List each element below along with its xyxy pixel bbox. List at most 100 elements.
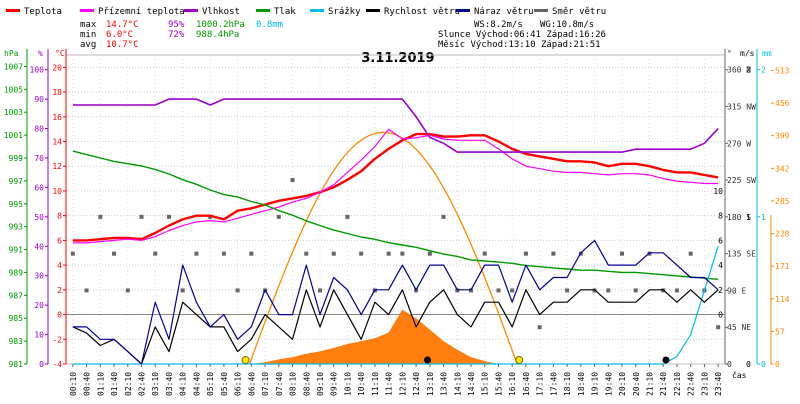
stat-max-hum: 95% xyxy=(168,20,185,30)
legend-swatch-vlhkost xyxy=(184,9,198,12)
axis-celsius-tick-label: 18 xyxy=(52,88,62,97)
wind-direction-point xyxy=(537,325,542,330)
legend-label-prizemni-teplota: Přízemní teplota xyxy=(98,7,185,17)
x-tick-label: 10:40 xyxy=(357,372,366,396)
legend-item-tlak: Tlak xyxy=(256,7,296,17)
wind-direction-point xyxy=(290,178,295,183)
axis-celsius-tick-label: 20 xyxy=(52,63,62,72)
axis-direction-tick-label: 270 W xyxy=(727,139,751,148)
wind-direction-point xyxy=(345,214,350,219)
axis-wind-tick-label: 4 xyxy=(718,261,723,270)
axis-unit-celsius: °C xyxy=(55,49,65,58)
x-tick-label: 23:40 xyxy=(714,372,723,396)
wind-direction-point xyxy=(716,325,721,330)
wind-direction-point xyxy=(139,214,144,219)
legend-item-srazky: Srážky xyxy=(310,7,361,17)
axis-celsius-tick-label: 0 xyxy=(57,311,62,320)
x-tick-label: 21:10 xyxy=(645,372,654,396)
axis-hpa-tick-label: 1007 xyxy=(4,62,23,71)
x-tick-label: 14:40 xyxy=(467,372,476,396)
series-line-teplota xyxy=(72,132,719,242)
axis-rain-tick-label: 1 xyxy=(761,213,766,222)
wind-direction-point xyxy=(496,288,501,293)
x-tick-label: 11:10 xyxy=(371,372,380,396)
chart-title: 3.11.2019 xyxy=(361,51,434,66)
wind-direction-point xyxy=(84,288,89,293)
stats-block: max 14.7°C 95% 1000.2hPa 0.8mm min 6.0°C… xyxy=(80,20,606,50)
axis-rain-tick-label: 0 xyxy=(761,360,766,369)
x-tick-label: 09:10 xyxy=(316,372,325,396)
x-tick-label: 04:10 xyxy=(179,372,188,396)
x-tick-label: 05:40 xyxy=(220,372,229,396)
legend-swatch-prizemni-teplota xyxy=(80,9,94,12)
stat-wg: WG:10.8m/s xyxy=(540,20,594,30)
axis-hpa-tick-label: 997 xyxy=(9,177,24,186)
wind-direction-point xyxy=(180,288,185,293)
wind-direction-point xyxy=(359,251,364,256)
wind-direction-point xyxy=(386,251,391,256)
wind-direction-point xyxy=(400,251,405,256)
stat-max-temp: 14.7°C xyxy=(106,20,139,30)
legend: Teplota Přízemní teplota Vlhkost Tlak Sr… xyxy=(6,7,606,17)
legend-swatch-teplota xyxy=(6,9,20,12)
axis-solar-tick-label: 114 xyxy=(775,295,790,304)
axis-wind-tick-label: 6 xyxy=(718,236,723,245)
x-tick-label: 15:40 xyxy=(494,372,503,396)
stat-sun: Slunce Východ:06:41 Západ:16:26 xyxy=(438,30,606,40)
series-line-naraz-vetru xyxy=(72,239,719,365)
legend-swatch-tlak xyxy=(256,9,270,12)
wind-direction-point xyxy=(606,288,611,293)
axis-percent-tick-label: 80 xyxy=(34,125,44,134)
legend-label-vlhkost: Vlhkost xyxy=(202,7,240,17)
legend-label-naraz-vetru: Náraz větru xyxy=(474,7,534,17)
legend-swatch-smer-vetru xyxy=(534,9,548,12)
axis-percent-tick-label: 30 xyxy=(34,272,44,281)
x-tick-label: 02:10 xyxy=(124,372,133,396)
axis-wind-tick-label: 8 xyxy=(718,212,723,221)
axis-unit-wind: m/s xyxy=(740,49,755,58)
wind-direction-point xyxy=(414,288,419,293)
x-tick-label: 06:40 xyxy=(247,372,256,396)
x-tick-label: 20:40 xyxy=(632,372,641,396)
series-line-tlak xyxy=(72,150,719,280)
legend-swatch-srazky xyxy=(310,9,324,12)
x-tick-label: 14:10 xyxy=(453,372,462,396)
sunset-marker xyxy=(515,356,524,364)
x-tick-label: 13:40 xyxy=(440,372,449,396)
axis-unit-rain: mm xyxy=(762,49,772,58)
axis-percent-tick-label: 50 xyxy=(34,213,44,222)
axis-solar-tick-label: 171 xyxy=(775,262,790,271)
x-tick-label: 16:10 xyxy=(508,372,517,396)
x-tick-label: 04:40 xyxy=(192,372,201,396)
axis-wind-right-tick-label: 1 xyxy=(746,213,751,222)
x-tick-label: 19:40 xyxy=(604,372,613,396)
axis-celsius-tick-label: 8 xyxy=(57,212,62,221)
x-tick-label: 17:40 xyxy=(549,372,558,396)
stat-min-temp: 6.0°C xyxy=(106,30,133,40)
axis-percent-tick-label: 100 xyxy=(30,66,45,75)
legend-label-rychlost-vetru: Rychlost větru xyxy=(384,7,460,17)
axes: 9819839859879899919939959979991001100310… xyxy=(4,49,790,369)
x-tick-label: 08:10 xyxy=(289,372,298,396)
wind-direction-point xyxy=(510,288,515,293)
axis-percent-tick-label: 90 xyxy=(34,95,44,104)
wind-direction-point xyxy=(674,288,679,293)
axis-hpa-tick-label: 991 xyxy=(9,246,24,255)
axis-celsius-tick-label: -2 xyxy=(52,335,62,344)
legend-item-vlhkost: Vlhkost xyxy=(184,7,240,17)
axis-wind-tick-label: 2 xyxy=(718,286,723,295)
x-tick-label: 06:10 xyxy=(234,372,243,396)
axis-hpa-tick-label: 1001 xyxy=(4,131,23,140)
axis-hpa-tick-label: 989 xyxy=(9,268,24,277)
stat-ws: WS:8.2m/s xyxy=(474,20,523,30)
axis-celsius-tick-label: 4 xyxy=(57,261,62,270)
x-tick-label: 07:40 xyxy=(275,372,284,396)
axis-hpa-tick-label: 985 xyxy=(9,314,24,323)
x-tick-label: 10:10 xyxy=(343,372,352,396)
x-tick-label: 03:10 xyxy=(151,372,160,396)
series-line-rychlost-vetru xyxy=(72,289,719,365)
solar-theoretical-curve xyxy=(248,131,518,365)
x-tick-label: 15:10 xyxy=(481,372,490,396)
